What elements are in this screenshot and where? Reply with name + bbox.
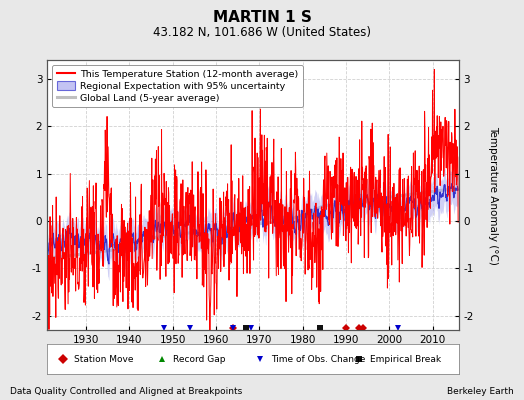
Text: Record Gap: Record Gap [172,354,225,364]
Text: Station Move: Station Move [74,354,134,364]
Text: Time of Obs. Change: Time of Obs. Change [271,354,366,364]
Text: 43.182 N, 101.686 W (United States): 43.182 N, 101.686 W (United States) [153,26,371,39]
Text: Data Quality Controlled and Aligned at Breakpoints: Data Quality Controlled and Aligned at B… [10,387,243,396]
Text: Empirical Break: Empirical Break [370,354,441,364]
Legend: This Temperature Station (12-month average), Regional Expectation with 95% uncer: This Temperature Station (12-month avera… [52,65,303,107]
Text: MARTIN 1 S: MARTIN 1 S [213,10,311,25]
Text: Berkeley Earth: Berkeley Earth [447,387,514,396]
Y-axis label: Temperature Anomaly (°C): Temperature Anomaly (°C) [488,126,498,264]
